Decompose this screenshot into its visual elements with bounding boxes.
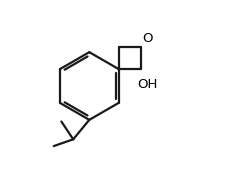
Text: OH: OH (137, 78, 157, 91)
Text: O: O (142, 32, 153, 45)
